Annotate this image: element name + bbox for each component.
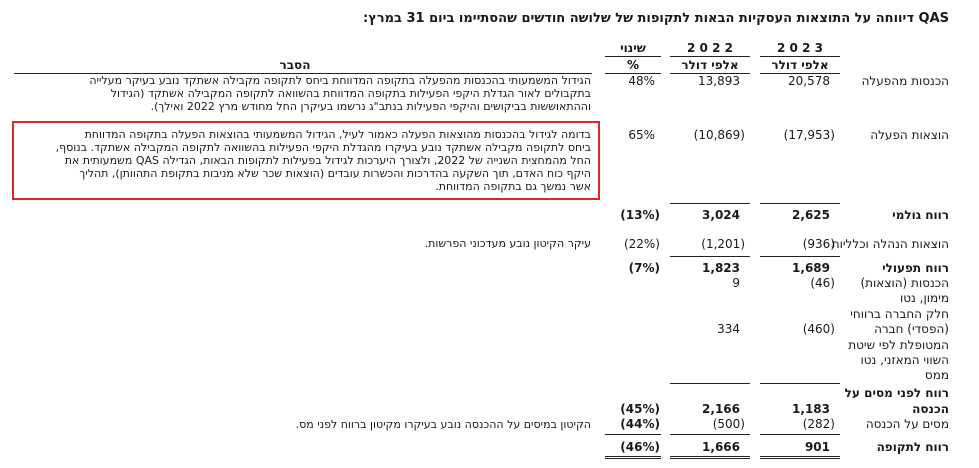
row-label-revenues: הכנסות מהפעלה — [861, 74, 949, 88]
row-value-2022-operating-profit: 1,823 — [702, 261, 740, 275]
header-bottom-line — [14, 73, 592, 74]
row-explanation-operating-expenses-line-1: בדומה לגידול בהכנסות מהוצאות הפעלה כאמור… — [84, 128, 591, 141]
row-explanation-operating-expenses-line-4: היקף כוח האדם, תוך השקעה בהדרכות והכשרות… — [79, 167, 591, 180]
row-value-2023-finance: (46) — [810, 276, 835, 290]
line-above-pretax-2023 — [760, 383, 840, 384]
double-underline-change — [605, 456, 661, 459]
row-label-net-profit: רווח לתקופה — [876, 440, 949, 454]
row-value-2022-profit-before-tax: 2,166 — [702, 402, 740, 416]
row-label-equity-share-line-3: המטופלת לפי שיטת — [848, 338, 949, 352]
row-value-2023-net-profit: 901 — [804, 440, 830, 454]
row-label-income-tax: מסים על הכנסה — [865, 417, 949, 431]
header-unit-2023: אלפי דולר — [771, 58, 829, 72]
row-explanation-revenues-line-2: בתקבולים לאור הגדלת היקפי הפעילות בתקופה… — [110, 87, 591, 100]
row-value-2023-operating-profit: 1,689 — [792, 261, 830, 275]
row-explanation-revenues-line-1: הגידול המשמעותי בהכנסות מהפעלה בתקופה המ… — [89, 74, 591, 87]
row-value-2023-general-admin: (936) — [802, 237, 835, 251]
row-value-2022-operating-expenses: (10,869) — [693, 128, 745, 142]
row-value-2022-net-profit: 1,666 — [702, 440, 740, 454]
header-explanation: הסבר — [279, 58, 311, 72]
row-change-net-profit: (46%) — [620, 440, 660, 454]
line-above-gross-profit-2023 — [760, 203, 840, 204]
line-above-net-profit-2022 — [670, 434, 750, 435]
row-change-profit-before-tax: (45%) — [620, 402, 660, 416]
row-explanation-income-tax: הקיטון במיסים על ההכנסה נובע בעיקרו מקיט… — [295, 418, 591, 431]
header-bottom-line-2022 — [670, 73, 750, 74]
row-value-2022-income-tax: (500) — [712, 417, 745, 431]
row-change-operating-profit: (7%) — [628, 261, 660, 275]
row-label-general-admin: הוצאות הנהלה וכלליות — [831, 237, 949, 251]
line-above-operating-profit-2022 — [670, 256, 750, 257]
row-value-2022-general-admin: (1,201) — [701, 237, 745, 251]
row-label-operating-profit: רווח תפעולי — [882, 261, 949, 275]
row-value-2023-gross-profit: 2,625 — [792, 208, 830, 222]
header-underline-2023 — [760, 56, 840, 57]
row-explanation-operating-expenses-line-3: החל מהמחצית השנייה של 2022, ולצורך היערכ… — [64, 154, 591, 167]
row-label-equity-share: חלק החברה ברווחי — [850, 307, 949, 321]
row-value-2023-operating-expenses: (17,953) — [783, 128, 835, 142]
row-value-2022-equity-share: 334 — [717, 322, 740, 336]
row-value-2023-revenues: 20,578 — [788, 74, 830, 88]
row-explanation-general-admin: עיקר הקיטון נובע מעדכוני הפרשות. — [424, 237, 591, 250]
line-above-operating-profit-2023 — [760, 256, 840, 257]
header-change: שינוי — [620, 41, 646, 55]
header-unit-change: % — [626, 58, 640, 72]
header-underline-2022 — [670, 56, 750, 57]
row-change-income-tax: (44%) — [620, 417, 660, 431]
double-underline-2022 — [670, 456, 750, 459]
header-year-2022: 2 0 2 2 — [687, 41, 733, 55]
row-label-operating-expenses: הוצאות הפעלה — [870, 128, 949, 142]
row-value-2022-finance: 9 — [732, 276, 740, 290]
row-label-profit-before-tax-line-2: הכנסה — [912, 402, 949, 416]
row-value-2022-revenues: 13,893 — [698, 74, 740, 88]
row-label-equity-share-line-2: (הפסדי) חברה — [874, 322, 949, 336]
highlight-box — [12, 121, 600, 200]
row-change-general-admin: (22%) — [623, 237, 660, 251]
row-change-operating-expenses: 65% — [628, 128, 655, 142]
row-value-2023-profit-before-tax: 1,183 — [792, 402, 830, 416]
row-explanation-operating-expenses-line-5: אשר נמשך גם בתקופה המדווחת. — [435, 180, 591, 193]
row-label-finance: הכנסות (הוצאות) — [860, 276, 949, 290]
row-value-2023-equity-share: (460) — [802, 322, 835, 336]
header-bottom-line-2023 — [760, 73, 840, 74]
row-explanation-revenues-line-3: וההתאוששות בביקושים והיקפי הפעילות בנתב"… — [150, 100, 591, 113]
header-year-2023: 2 0 2 3 — [777, 41, 823, 55]
line-above-pretax-2022 — [670, 383, 750, 384]
row-label-equity-share-line-4: השווי המאזני, נטו — [860, 353, 949, 367]
row-value-2023-income-tax: (282) — [802, 417, 835, 431]
line-above-gross-profit-2022 — [670, 203, 750, 204]
row-explanation-operating-expenses-line-2: ביחס לתקופה מקבילה אשתקד נובע בעיקרו מהג… — [55, 141, 591, 154]
header-unit-2022: אלפי דולר — [681, 58, 739, 72]
row-label-gross-profit: רווח גולמי — [892, 208, 949, 222]
row-value-2022-gross-profit: 3,024 — [702, 208, 740, 222]
row-change-revenues: 48% — [628, 74, 655, 88]
page-title: QAS דיווחה על התוצאות העסקיות הבאות לתקו… — [363, 11, 949, 26]
row-label-profit-before-tax: רווח לפני מסים על — [844, 386, 949, 400]
double-underline-2023 — [760, 456, 840, 459]
line-above-net-profit-2023 — [760, 434, 840, 435]
row-change-gross-profit: (13%) — [620, 208, 660, 222]
header-underline-change — [605, 56, 661, 57]
row-label-equity-share-line-5: ממס — [924, 368, 949, 382]
row-label-finance-line-2: מימון, נטו — [899, 291, 949, 305]
line-above-net-profit-change — [605, 434, 661, 435]
header-bottom-line-change — [605, 73, 661, 74]
